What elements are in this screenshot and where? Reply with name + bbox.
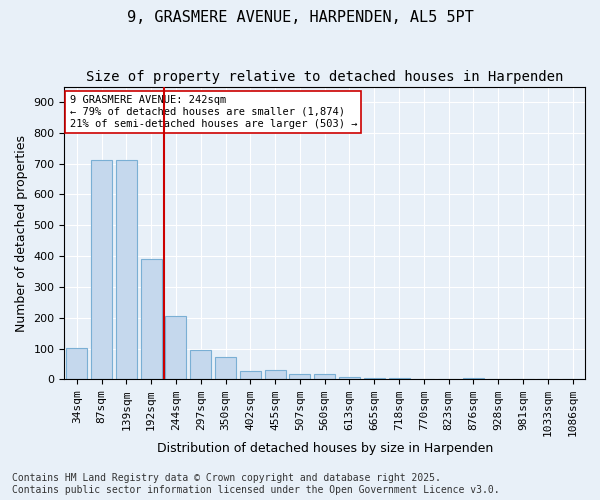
Bar — [91, 160, 112, 380]
Bar — [314, 374, 335, 380]
Bar — [116, 160, 137, 380]
Bar — [463, 378, 484, 380]
Bar — [215, 358, 236, 380]
Y-axis label: Number of detached properties: Number of detached properties — [15, 134, 28, 332]
Text: 9 GRASMERE AVENUE: 242sqm
← 79% of detached houses are smaller (1,874)
21% of se: 9 GRASMERE AVENUE: 242sqm ← 79% of detac… — [70, 96, 357, 128]
Bar — [389, 378, 410, 380]
Bar — [190, 350, 211, 380]
Title: Size of property relative to detached houses in Harpenden: Size of property relative to detached ho… — [86, 70, 563, 84]
Bar — [364, 378, 385, 380]
Bar — [66, 348, 88, 380]
Bar — [339, 377, 360, 380]
Bar — [240, 371, 261, 380]
Bar — [166, 316, 187, 380]
Text: 9, GRASMERE AVENUE, HARPENDEN, AL5 5PT: 9, GRASMERE AVENUE, HARPENDEN, AL5 5PT — [127, 10, 473, 25]
Bar — [140, 259, 162, 380]
X-axis label: Distribution of detached houses by size in Harpenden: Distribution of detached houses by size … — [157, 442, 493, 455]
Bar — [265, 370, 286, 380]
Text: Contains HM Land Registry data © Crown copyright and database right 2025.
Contai: Contains HM Land Registry data © Crown c… — [12, 474, 500, 495]
Bar — [289, 374, 310, 380]
